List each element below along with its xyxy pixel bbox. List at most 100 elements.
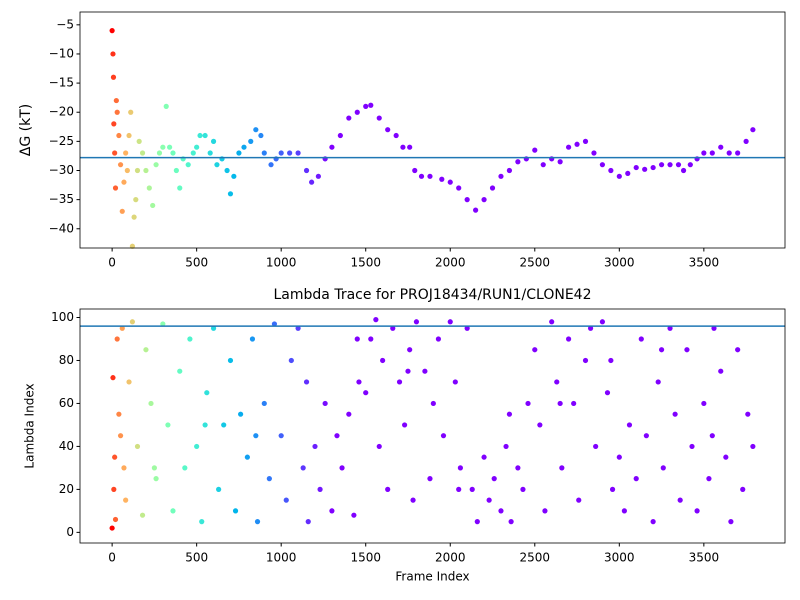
point: [532, 347, 538, 353]
point: [109, 28, 115, 34]
point: [150, 202, 156, 209]
point: [109, 525, 115, 531]
point: [709, 433, 715, 439]
x-tick-label: 2000: [435, 256, 466, 270]
point: [439, 176, 445, 182]
point: [711, 325, 717, 331]
y-axis-label: Lambda Index: [23, 383, 37, 468]
point: [216, 486, 222, 492]
point: [329, 508, 335, 514]
point: [354, 336, 360, 342]
point: [177, 368, 183, 374]
point: [214, 162, 220, 168]
point: [508, 519, 514, 525]
point: [283, 497, 289, 503]
y-tick-label: −15: [49, 76, 74, 90]
point: [407, 144, 413, 150]
point: [515, 465, 521, 471]
point: [202, 132, 208, 139]
point: [515, 159, 521, 165]
point: [591, 150, 597, 156]
y-tick-label: −5: [56, 17, 74, 31]
point: [743, 138, 749, 144]
point: [258, 132, 264, 139]
point: [363, 103, 369, 109]
point: [486, 497, 492, 503]
point: [430, 400, 436, 407]
point: [457, 465, 463, 471]
point: [396, 379, 403, 385]
point: [334, 433, 340, 439]
point: [110, 375, 116, 381]
point: [565, 144, 572, 150]
point: [464, 197, 470, 203]
point: [121, 179, 127, 185]
point: [266, 476, 272, 482]
point: [112, 150, 118, 156]
point: [185, 162, 191, 168]
point: [735, 150, 741, 156]
point: [626, 422, 633, 428]
x-tick-label: 0: [108, 256, 116, 270]
point: [197, 132, 203, 139]
point: [633, 476, 639, 482]
point: [143, 167, 149, 174]
point: [261, 400, 267, 407]
point: [202, 422, 208, 428]
point: [315, 173, 321, 179]
point: [221, 422, 227, 428]
x-tick-label: 2500: [520, 256, 551, 270]
point: [694, 508, 700, 514]
point: [638, 336, 644, 342]
point: [672, 411, 678, 417]
point: [481, 197, 487, 203]
point: [740, 486, 746, 492]
point: [207, 150, 213, 156]
point: [706, 476, 712, 482]
point: [153, 476, 159, 482]
point: [317, 486, 323, 492]
point: [520, 486, 526, 492]
point: [287, 150, 293, 156]
point: [709, 150, 715, 156]
point: [599, 319, 606, 325]
point: [126, 379, 132, 385]
point: [160, 144, 166, 150]
point: [303, 167, 310, 174]
point: [119, 325, 125, 331]
point: [119, 208, 125, 214]
point: [143, 347, 149, 353]
point: [650, 164, 656, 171]
y-tick-label: −20: [49, 105, 74, 119]
point: [354, 109, 360, 115]
point: [599, 162, 606, 168]
axes-frame: [79, 308, 786, 544]
point: [190, 150, 196, 156]
point: [177, 185, 183, 191]
point: [194, 443, 200, 450]
point: [356, 379, 362, 385]
point: [303, 379, 310, 385]
point: [658, 162, 665, 168]
point: [139, 512, 146, 518]
point: [440, 433, 447, 439]
point: [667, 325, 673, 331]
x-tick-label: 1000: [266, 551, 297, 565]
point: [376, 115, 382, 121]
point: [238, 411, 244, 417]
point: [667, 162, 673, 168]
point: [418, 173, 425, 179]
y-tick-label: 0: [66, 525, 74, 539]
point: [587, 325, 594, 331]
x-tick-label: 3500: [689, 256, 720, 270]
chart-title: Lambda Trace for PROJ18434/RUN1/CLONE42: [274, 287, 592, 303]
point: [129, 319, 136, 325]
point: [210, 138, 217, 144]
point: [609, 486, 616, 492]
point: [427, 173, 433, 179]
point: [111, 486, 117, 492]
point: [194, 144, 200, 150]
point: [498, 508, 504, 514]
point: [236, 150, 242, 156]
